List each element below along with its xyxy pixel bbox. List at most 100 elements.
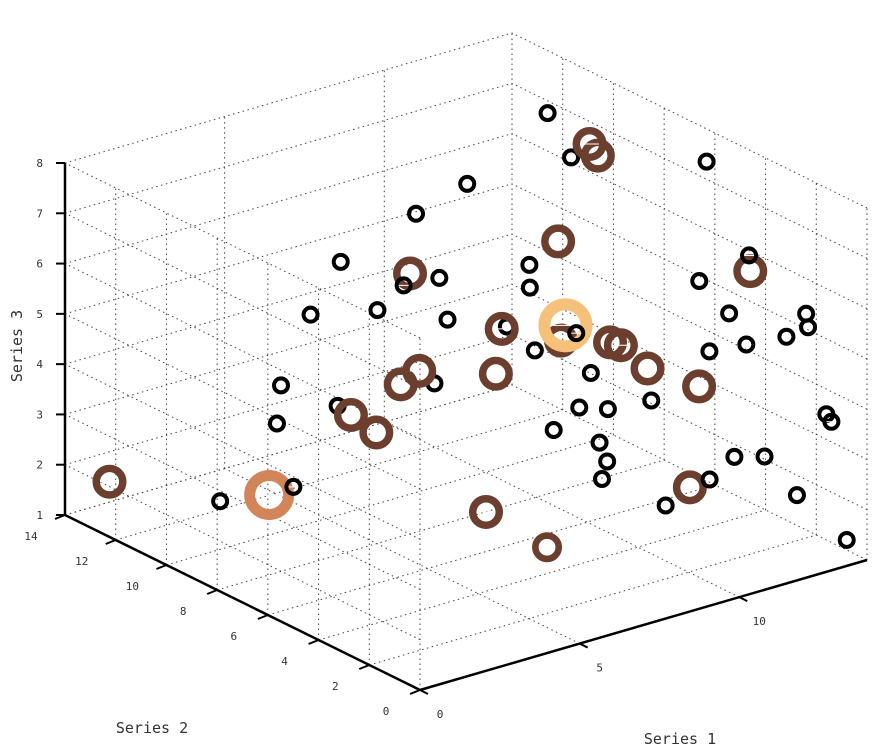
grid-lines <box>64 32 868 691</box>
data-point-ring <box>700 470 719 489</box>
data-point <box>572 126 607 161</box>
grid-left-z <box>64 363 421 540</box>
data-point-ring <box>700 342 719 361</box>
data-point-ring <box>394 276 413 295</box>
data-point-ring <box>672 470 707 505</box>
z-axis-title: Series 3 <box>8 310 26 382</box>
data-point <box>520 278 539 297</box>
grid-left-z <box>64 413 421 590</box>
data-point <box>333 397 368 432</box>
data-point-ring <box>822 412 841 431</box>
x-axis-title: Series 1 <box>644 730 716 748</box>
data-point <box>797 304 816 323</box>
data-point-ring <box>733 254 768 289</box>
data-point-ring <box>407 204 426 223</box>
grid-back-z <box>64 183 513 315</box>
data-point <box>544 421 563 439</box>
y-tick-label: 2 <box>332 680 339 693</box>
data-point-ring <box>438 310 457 329</box>
data-point-ring <box>368 301 387 320</box>
data-point-ring <box>402 353 437 388</box>
data-point <box>720 304 739 323</box>
data-point-ring <box>720 304 739 323</box>
data-point <box>520 255 539 274</box>
data-point-ring <box>603 328 638 363</box>
grid-side-z <box>511 283 868 460</box>
y-tick-label: 10 <box>126 580 139 593</box>
y-tick-mark <box>156 564 167 570</box>
data-point <box>733 254 768 289</box>
y-tick-mark <box>105 539 117 545</box>
x-tick-label: 0 <box>437 708 444 721</box>
data-point <box>562 148 581 167</box>
x-axis-line <box>419 558 868 692</box>
z-tick-label: 8 <box>36 157 43 170</box>
data-point-ring <box>469 495 504 530</box>
grid-side-z <box>511 82 868 259</box>
data-point-ring <box>737 335 756 354</box>
data-point-ring <box>333 397 368 432</box>
grid-back-z <box>64 133 513 265</box>
data-point-ring <box>590 433 609 452</box>
data-point <box>438 310 457 329</box>
data-point-ring <box>598 400 617 419</box>
data-point-ring <box>797 304 816 323</box>
data-point-ring <box>532 532 563 563</box>
grid-left-z <box>64 464 421 641</box>
y-tick-mark <box>206 589 218 595</box>
data-point-ring <box>359 415 394 450</box>
data-point <box>458 174 477 193</box>
grid-side-z <box>511 334 868 511</box>
data-point-ring <box>572 126 607 161</box>
x-tick-mark <box>738 596 748 603</box>
data-point <box>244 469 295 520</box>
data-point-ring <box>837 530 856 549</box>
data-point <box>284 477 303 496</box>
data-point <box>478 356 513 391</box>
data-point-ring <box>458 174 477 193</box>
grid-side-z <box>511 32 868 209</box>
data-point-ring <box>211 492 230 511</box>
y-axis-title: Series 2 <box>116 719 188 737</box>
data-point <box>532 532 563 563</box>
data-point-ring <box>272 376 290 395</box>
data-point-ring <box>538 298 593 353</box>
data-point <box>642 391 661 410</box>
grid-side-z <box>511 384 868 561</box>
data-point-ring <box>598 452 617 471</box>
data-point <box>598 400 617 419</box>
x-tick-label: 5 <box>596 662 603 675</box>
grid-back-z <box>64 233 513 365</box>
data-point <box>267 414 286 433</box>
data-point-ring <box>331 252 350 271</box>
data-point-ring <box>541 224 576 259</box>
z-tick-label: 2 <box>36 459 43 472</box>
data-point-ring <box>630 351 665 386</box>
grid-back-z <box>64 283 513 415</box>
y-tick-mark <box>409 689 421 695</box>
data-point <box>740 246 759 265</box>
grid-back-z <box>64 32 513 164</box>
x-tick-label: 10 <box>753 615 766 628</box>
grid-floor-y <box>166 434 614 566</box>
data-point-ring <box>562 148 581 167</box>
data-point <box>682 369 717 404</box>
data-point <box>570 398 589 417</box>
data-point <box>590 433 609 452</box>
data-point-ring <box>755 447 774 466</box>
data-point <box>603 328 638 363</box>
data-point <box>837 530 856 549</box>
data-point <box>700 342 719 361</box>
data-point <box>737 335 756 354</box>
data-point-ring <box>581 364 600 383</box>
data-point <box>656 496 675 515</box>
axes: Series 1 Series 2 Series 3 0510024681012… <box>8 157 868 748</box>
data-point <box>755 447 774 466</box>
y-tick-label: 12 <box>75 555 88 568</box>
data-point <box>787 486 806 505</box>
data-point-ring <box>484 311 519 346</box>
data-point <box>581 364 600 383</box>
grid-floor-x <box>384 421 740 598</box>
grid-back-z <box>64 334 513 466</box>
